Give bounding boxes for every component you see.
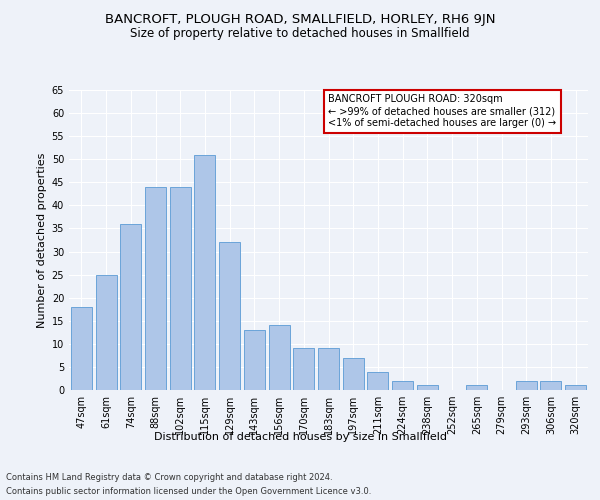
Bar <box>293 348 314 390</box>
Text: BANCROFT PLOUGH ROAD: 320sqm
← >99% of detached houses are smaller (312)
<1% of : BANCROFT PLOUGH ROAD: 320sqm ← >99% of d… <box>329 94 557 128</box>
Text: Contains HM Land Registry data © Crown copyright and database right 2024.: Contains HM Land Registry data © Crown c… <box>6 472 332 482</box>
Bar <box>367 372 388 390</box>
Bar <box>145 187 166 390</box>
Bar <box>244 330 265 390</box>
Bar <box>343 358 364 390</box>
Bar <box>194 154 215 390</box>
Text: Distribution of detached houses by size in Smallfield: Distribution of detached houses by size … <box>154 432 446 442</box>
Bar <box>95 274 116 390</box>
Bar <box>219 242 240 390</box>
Text: Contains public sector information licensed under the Open Government Licence v3: Contains public sector information licen… <box>6 488 371 496</box>
Bar <box>516 381 537 390</box>
Text: Size of property relative to detached houses in Smallfield: Size of property relative to detached ho… <box>130 28 470 40</box>
Bar <box>541 381 562 390</box>
Text: BANCROFT, PLOUGH ROAD, SMALLFIELD, HORLEY, RH6 9JN: BANCROFT, PLOUGH ROAD, SMALLFIELD, HORLE… <box>105 12 495 26</box>
Bar <box>170 187 191 390</box>
Bar <box>565 386 586 390</box>
Bar <box>318 348 339 390</box>
Bar <box>392 381 413 390</box>
Bar <box>120 224 141 390</box>
Bar <box>417 386 438 390</box>
Y-axis label: Number of detached properties: Number of detached properties <box>37 152 47 328</box>
Bar <box>269 326 290 390</box>
Bar <box>71 307 92 390</box>
Bar <box>466 386 487 390</box>
